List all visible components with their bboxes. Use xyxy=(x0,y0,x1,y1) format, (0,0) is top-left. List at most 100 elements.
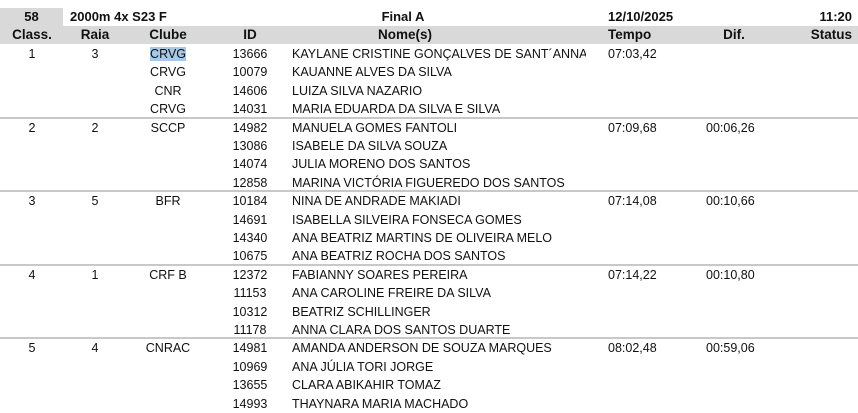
table-row: 14340 ANA BEATRIZ MARTINS DE OLIVEIRA MEL… xyxy=(0,229,858,247)
col-status: Status xyxy=(810,27,852,42)
raia-cell: 2 xyxy=(91,120,99,135)
table-row: 11178 ANNA CLARA DOS SANTOS DUARTE xyxy=(0,321,858,339)
table-row: 4 1 CRF B 12372 FABIANNY SOARES PEREIRA 07:14… xyxy=(0,266,858,284)
name-cell: NINA DE ANDRADE MAKIADI xyxy=(292,194,461,209)
table-row: 10675 ANA BEATRIZ ROCHA DOS SANTOS xyxy=(0,247,858,265)
col-dif: Dif. xyxy=(723,27,745,42)
tempo-cell: 07:14,22 xyxy=(608,267,657,282)
clube-cell: BFR xyxy=(155,194,181,209)
id-cell: 10312 xyxy=(232,304,268,319)
table-row: 14074 JULIA MORENO DOS SANTOS xyxy=(0,155,858,173)
table-row: CRVG 10079 KAUANNE ALVES DA SILVA xyxy=(0,63,858,81)
col-clube: Clube xyxy=(149,27,187,42)
name-cell: THAYNARA MARIA MACHADO xyxy=(292,396,469,411)
table-row: 10312 BEATRIZ SCHILLINGER xyxy=(0,303,858,321)
class-cell: 4 xyxy=(28,267,36,282)
col-id: ID xyxy=(243,27,257,42)
dif-cell: 00:59,06 xyxy=(706,341,755,356)
id-cell: 14993 xyxy=(232,396,268,411)
name-cell: ANA BEATRIZ MARTINS DE OLIVEIRA MELO xyxy=(292,230,553,245)
name-cell: MARINA VICTÓRIA FIGUEREDO DOS SANTOS xyxy=(292,175,565,190)
clube-cell: SCCP xyxy=(150,120,186,135)
class-cell: 3 xyxy=(28,194,36,209)
group-divider xyxy=(0,116,858,119)
id-cell: 11153 xyxy=(233,286,267,301)
name-cell: MARIA EDUARDA DA SILVA E SILVA xyxy=(292,102,501,117)
name-cell: LUIZA SILVA NAZARIO xyxy=(292,83,423,98)
table-row: 3 5 BFR 10184 NINA DE ANDRADE MAKIADI 07:14,0… xyxy=(0,192,858,210)
raia-cell: 4 xyxy=(91,341,99,356)
table-row: 5 4 CNRAC 14981 AMANDA ANDERSON DE SOUZA MAR… xyxy=(0,339,858,357)
clube-cell: CRVG xyxy=(150,102,186,117)
group-divider xyxy=(0,337,858,340)
id-cell: 11178 xyxy=(233,322,267,337)
event-phase: Final A xyxy=(381,9,425,24)
id-cell: 10675 xyxy=(232,249,268,264)
name-cell: ANA BEATRIZ ROCHA DOS SANTOS xyxy=(292,249,506,264)
name-cell: ANA JÚLIA TORI JORGE xyxy=(292,359,434,374)
table-row: 11153 ANA CAROLINE FREIRE DA SILVA xyxy=(0,284,858,302)
name-cell: ANA CAROLINE FREIRE DA SILVA xyxy=(292,286,491,301)
id-cell: 13655 xyxy=(232,378,268,393)
event-number: 58 xyxy=(0,8,63,26)
tempo-cell: 07:14,08 xyxy=(608,194,657,209)
col-nomes: Nome(s) xyxy=(377,27,432,42)
table-row: 12858 MARINA VICTÓRIA FIGUEREDO DOS SANTO… xyxy=(0,174,858,192)
group-divider xyxy=(0,190,858,193)
class-cell: 1 xyxy=(28,47,36,61)
name-cell: ANNA CLARA DOS SANTOS DUARTE xyxy=(292,322,511,337)
col-raia: Raia xyxy=(80,27,110,42)
raia-cell: 3 xyxy=(91,47,99,61)
result-group: 3 5 BFR 10184 NINA DE ANDRADE MAKIADI 07:14,0… xyxy=(0,192,858,266)
id-cell: 14981 xyxy=(232,341,268,356)
name-cell: ISABELE DA SILVA SOUZA xyxy=(292,138,448,153)
raia-cell: 1 xyxy=(91,267,99,282)
id-cell: 14606 xyxy=(232,83,268,98)
id-cell: 14031 xyxy=(232,102,268,117)
table-row: 13086 ISABELE DA SILVA SOUZA xyxy=(0,137,858,155)
class-cell: 5 xyxy=(28,341,36,356)
tempo-cell: 08:02,48 xyxy=(608,341,657,356)
table-row: CNR 14606 LUIZA SILVA NAZARIO xyxy=(0,82,858,100)
table-row: 14993 THAYNARA MARIA MACHADO xyxy=(0,395,858,413)
tempo-cell: 07:03,42 xyxy=(608,47,657,61)
result-group: 1 3 CRVG 13666 KAYLANE CRISTINE GONÇALVES DE… xyxy=(0,45,858,119)
result-group: 4 1 CRF B 12372 FABIANNY SOARES PEREIRA 07:14… xyxy=(0,266,858,340)
table-row: CRVG 14031 MARIA EDUARDA DA SILVA E SILVA xyxy=(0,100,858,118)
name-cell: JULIA MORENO DOS SANTOS xyxy=(292,157,471,172)
clube-cell: CRF B xyxy=(149,267,187,282)
id-cell: 14340 xyxy=(232,230,268,245)
dif-cell: 00:06,26 xyxy=(706,120,755,135)
id-cell: 10969 xyxy=(232,359,268,374)
event-time: 11:20 xyxy=(819,9,852,24)
id-cell: 14982 xyxy=(232,120,268,135)
name-cell: KAUANNE ALVES DA SILVA xyxy=(292,65,452,80)
clube-cell: CRVG xyxy=(150,65,186,80)
id-cell: 12858 xyxy=(232,175,268,190)
col-tempo: Tempo xyxy=(608,27,652,42)
table-row: 2 2 SCCP 14982 MANUELA GOMES FANTOLI 07:09,68… xyxy=(0,119,858,137)
name-cell: CLARA ABIKAHIR TOMAZ xyxy=(292,378,441,393)
clube-cell: CNRAC xyxy=(145,341,191,356)
table-row: 10969 ANA JÚLIA TORI JORGE xyxy=(0,358,858,376)
tempo-cell: 07:09,68 xyxy=(608,120,657,135)
clube-cell: CNR xyxy=(154,83,182,98)
clube-cell: CRVG xyxy=(140,45,196,63)
dif-cell: 00:10,80 xyxy=(706,267,755,282)
result-group: 2 2 SCCP 14982 MANUELA GOMES FANTOLI 07:09,68… xyxy=(0,119,858,193)
column-header-row: Class. Raia Clube ID Nome(s) Tempo Dif. … xyxy=(0,26,858,44)
id-cell: 10184 xyxy=(232,194,268,209)
table-row: 14691 ISABELLA SILVEIRA FONSECA GOMES xyxy=(0,211,858,229)
dif-cell: 00:10,66 xyxy=(706,194,755,209)
raia-cell: 5 xyxy=(91,194,99,209)
table-row: 13655 CLARA ABIKAHIR TOMAZ xyxy=(0,376,858,394)
group-divider xyxy=(0,263,858,266)
selected-text[interactable]: CRVG xyxy=(150,47,186,61)
name-cell: AMANDA ANDERSON DE SOUZA MARQUES xyxy=(292,341,552,356)
name-cell: FABIANNY SOARES PEREIRA xyxy=(292,267,468,282)
result-group: 5 4 CNRAC 14981 AMANDA ANDERSON DE SOUZA MAR… xyxy=(0,339,858,413)
id-cell: 10079 xyxy=(232,65,268,80)
col-class: Class. xyxy=(12,27,52,42)
event-name: 2000m 4x S23 F xyxy=(70,9,167,24)
name-cell: KAYLANE CRISTINE GONÇALVES DE SANT´ANNA xyxy=(292,47,586,61)
